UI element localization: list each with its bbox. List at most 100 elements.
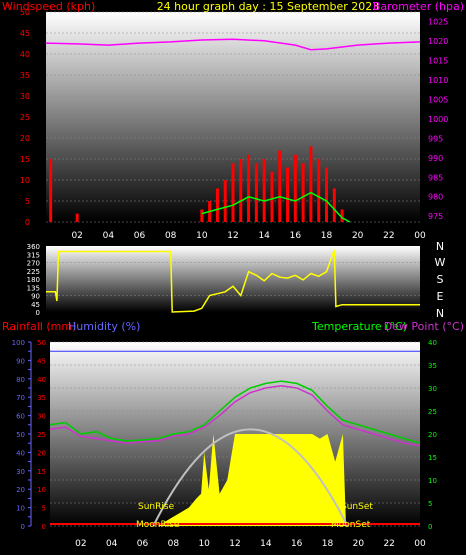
humidity-tick-label: 5 xyxy=(42,505,46,513)
barometer-line xyxy=(45,38,421,51)
humidity-tick-label: 40 xyxy=(37,376,46,384)
rainfall-tick-label: 0 xyxy=(21,523,25,531)
temperature-label: Temperature (°C) xyxy=(311,320,407,333)
wind-tick-label: 20 xyxy=(20,134,30,143)
x-tick-label: 04 xyxy=(106,539,118,549)
x-tick-label: 16 xyxy=(290,231,302,241)
compass-label: S xyxy=(437,273,444,286)
direction-tick-label: 225 xyxy=(27,268,40,276)
x-tick-label: 16 xyxy=(291,539,303,549)
x-tick-label: 14 xyxy=(258,231,270,241)
baro-tick-label: 990 xyxy=(428,154,443,163)
wind-tick-label: 35 xyxy=(20,71,30,80)
wind-tick-label: 30 xyxy=(20,92,30,101)
humidity-tick-label: 25 xyxy=(37,431,46,439)
temp-tick-label: 5 xyxy=(428,500,432,508)
chart-title: 24 hour graph day : 15 September 2023 xyxy=(157,0,380,13)
baro-tick-label: 1000 xyxy=(428,115,448,124)
compass-label: E xyxy=(437,290,444,303)
direction-tick-label: 0 xyxy=(36,309,40,317)
dewpoint-line xyxy=(49,384,421,447)
wind-tick-label: 5 xyxy=(25,197,30,206)
x-tick-label: 12 xyxy=(227,231,238,241)
baro-tick-label: 1010 xyxy=(428,76,448,85)
x-tick-label: 22 xyxy=(383,231,394,241)
rainfall-tick-label: 90 xyxy=(16,357,25,365)
rainfall-tick-label: 50 xyxy=(16,431,25,439)
sun-arc xyxy=(152,428,349,527)
compass-label: N xyxy=(436,307,444,320)
compass-label: N xyxy=(436,240,444,253)
temp-tick-label: 35 xyxy=(428,362,437,370)
wind-tick-label: 40 xyxy=(20,50,30,59)
x-tick-label: 20 xyxy=(353,539,365,549)
wind-axis-label: Windspeed (kph) xyxy=(2,0,95,13)
x-tick-label: 22 xyxy=(383,539,394,549)
x-tick-label: 04 xyxy=(103,231,115,241)
direction-tick-label: 270 xyxy=(27,260,40,268)
wind-tick-label: 50 xyxy=(20,8,30,17)
baro-tick-label: 985 xyxy=(428,173,443,182)
humidity-tick-label: 0 xyxy=(42,523,46,531)
direction-tick-label: 360 xyxy=(27,243,40,251)
x-tick-label: 08 xyxy=(165,231,177,241)
solar-area xyxy=(157,434,346,526)
direction-tick-label: 135 xyxy=(27,284,40,292)
temperature-line xyxy=(49,380,421,444)
x-tick-label: 00 xyxy=(414,539,426,549)
dewpoint-label: Dew Point (°C) xyxy=(384,320,464,333)
baro-tick-label: 980 xyxy=(428,193,443,202)
wind-tick-label: 0 xyxy=(25,218,30,227)
rainfall-tick-label: 20 xyxy=(16,486,25,494)
x-tick-label: 06 xyxy=(137,539,149,549)
baro-tick-label: 995 xyxy=(428,134,443,143)
direction-tick-label: 90 xyxy=(31,293,40,301)
rainfall-tick-label: 40 xyxy=(16,449,25,457)
baro-tick-label: 1025 xyxy=(428,18,448,27)
humidity-tick-label: 50 xyxy=(37,339,46,347)
rainfall-label: Rainfall (mm) xyxy=(2,320,76,333)
humidity-tick-label: 30 xyxy=(37,413,46,421)
x-tick-label: 06 xyxy=(134,231,146,241)
sunrise-label: SunRise xyxy=(138,502,175,512)
x-tick-label: 10 xyxy=(198,539,210,549)
humidity-tick-label: 10 xyxy=(37,486,46,494)
temp-tick-label: 0 xyxy=(428,523,432,531)
x-tick-label: 02 xyxy=(75,539,86,549)
baro-axis-label: Barometer (hpa) xyxy=(373,0,464,13)
temp-tick-label: 15 xyxy=(428,454,437,462)
rainfall-tick-label: 70 xyxy=(16,394,25,402)
direction-tick-label: 45 xyxy=(31,301,40,309)
sunset-label: SunSet xyxy=(341,502,373,512)
rainfall-tick-label: 100 xyxy=(12,339,25,347)
humidity-tick-label: 45 xyxy=(37,357,46,365)
baro-tick-label: 1015 xyxy=(428,57,448,66)
temp-tick-label: 30 xyxy=(428,385,437,393)
compass-label: W xyxy=(435,256,446,269)
x-tick-label: 14 xyxy=(260,539,272,549)
x-tick-label: 12 xyxy=(229,539,240,549)
rainfall-tick-label: 10 xyxy=(16,505,25,513)
wind-direction-line xyxy=(46,249,420,313)
wind-tick-label: 10 xyxy=(20,176,30,185)
x-tick-label: 08 xyxy=(168,539,180,549)
gust-line xyxy=(201,191,351,223)
wind-tick-label: 25 xyxy=(20,113,30,122)
x-tick-label: 00 xyxy=(414,231,426,241)
temp-tick-label: 25 xyxy=(428,408,437,416)
baro-tick-label: 1020 xyxy=(428,37,448,46)
x-tick-label: 20 xyxy=(352,231,364,241)
x-tick-label: 18 xyxy=(322,539,334,549)
direction-tick-label: 180 xyxy=(27,276,40,284)
temp-tick-label: 20 xyxy=(428,431,437,439)
temp-tick-label: 40 xyxy=(428,339,437,347)
direction-tick-label: 315 xyxy=(27,251,40,259)
rainfall-tick-label: 80 xyxy=(16,376,25,384)
baro-tick-label: 1005 xyxy=(428,96,448,105)
panel2-plot-area xyxy=(46,246,420,312)
humidity-tick-label: 20 xyxy=(37,449,46,457)
rainfall-tick-label: 60 xyxy=(16,413,25,421)
